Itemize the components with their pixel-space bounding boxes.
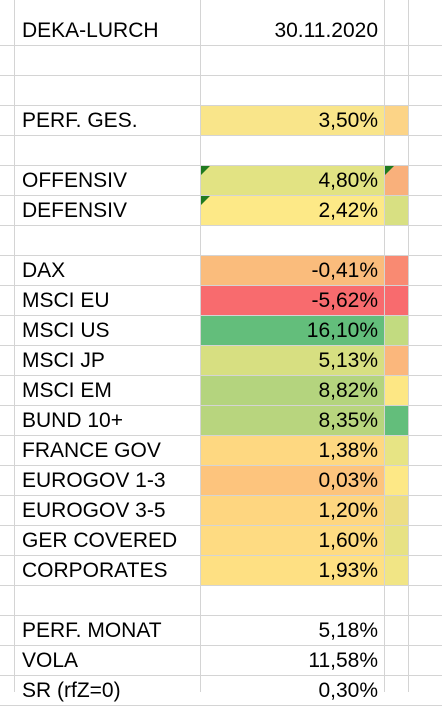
empty-row <box>0 46 442 76</box>
row-value-cell[interactable]: 3,50% <box>201 106 384 135</box>
row-value-cell[interactable] <box>201 46 384 75</box>
grid-line <box>14 0 15 692</box>
row-value-cell[interactable]: 5,13% <box>201 346 384 375</box>
row-side-cell[interactable] <box>385 256 408 285</box>
comment-indicator-icon <box>201 196 210 205</box>
row-label-cell[interactable]: PERF. GES. <box>22 109 138 132</box>
row-value-cell[interactable] <box>201 76 384 105</box>
row-side-cell[interactable] <box>385 436 408 465</box>
row-side-cell[interactable] <box>385 526 408 555</box>
table-row: BUND 10+ 8,35% <box>0 406 442 436</box>
row-side-cell[interactable] <box>385 376 408 405</box>
row-value-cell[interactable]: 16,10% <box>201 316 384 345</box>
row-label-cell[interactable]: DEFENSIV <box>22 199 128 222</box>
date-cell[interactable]: 30.11.2020 <box>274 19 378 42</box>
table-row: VOLA 11,58% <box>0 646 442 676</box>
row-side-cell[interactable] <box>385 586 408 615</box>
row-side-cell[interactable] <box>385 496 408 525</box>
row-label-cell[interactable]: MSCI EM <box>22 379 112 402</box>
table-row: FRANCE GOV 1,38% <box>0 436 442 466</box>
row-side-cell[interactable] <box>385 136 408 165</box>
row-label-cell[interactable] <box>14 586 200 615</box>
row-value-cell[interactable]: 1,93% <box>201 556 384 585</box>
empty-row <box>0 226 442 256</box>
row-value-cell[interactable]: 0,03% <box>201 466 384 495</box>
sheet-name-cell[interactable]: DEKA-LURCH <box>22 19 159 42</box>
row-value-cell[interactable] <box>201 586 384 615</box>
row-side-cell[interactable] <box>385 646 408 675</box>
row-value-cell[interactable]: 1,20% <box>201 496 384 525</box>
row-value-cell[interactable]: 1,60% <box>201 526 384 555</box>
row-value-cell[interactable] <box>201 226 384 255</box>
row-value-cell[interactable] <box>201 136 384 165</box>
row-label-cell[interactable] <box>14 46 200 75</box>
row-side-cell[interactable] <box>385 346 408 375</box>
table-row: MSCI EU -5,62% <box>0 286 442 316</box>
grid-line <box>408 0 409 692</box>
row-value-cell[interactable]: 5,18% <box>318 619 378 642</box>
row-side-cell[interactable] <box>385 46 408 75</box>
row-label-cell[interactable] <box>14 226 200 255</box>
row-side-cell[interactable] <box>385 616 408 645</box>
row-label-cell[interactable]: FRANCE GOV <box>22 439 161 462</box>
row-side-cell[interactable] <box>385 406 408 435</box>
row-label-cell[interactable]: EUROGOV 3-5 <box>22 499 166 522</box>
row-label-cell[interactable]: PERF. MONAT <box>22 619 162 642</box>
row-side-cell[interactable] <box>385 466 408 495</box>
row-label-cell[interactable]: SR (rfZ=0) <box>22 679 121 702</box>
row-side-cell[interactable] <box>385 676 408 705</box>
grid-line <box>384 0 385 692</box>
row-label-cell[interactable]: GER COVERED <box>22 529 178 552</box>
row-value-cell[interactable]: -5,62% <box>201 286 384 315</box>
row-label-cell[interactable]: OFFENSIV <box>22 169 128 192</box>
row-value-cell[interactable]: 0,30% <box>318 679 378 702</box>
row-label-cell[interactable]: MSCI US <box>22 319 110 342</box>
row-label-cell[interactable]: CORPORATES <box>22 559 168 582</box>
table-row: MSCI JP 5,13% <box>0 346 442 376</box>
row-side-cell[interactable] <box>385 76 408 105</box>
row-side-cell[interactable] <box>385 556 408 585</box>
row-side-cell[interactable] <box>385 196 408 225</box>
empty-row <box>0 76 442 106</box>
table-row: EUROGOV 3-5 1,20% <box>0 496 442 526</box>
row-label-cell[interactable]: MSCI EU <box>22 289 110 312</box>
row-label-cell[interactable]: VOLA <box>22 649 79 672</box>
comment-indicator-icon <box>385 166 394 175</box>
row-side-cell[interactable] <box>385 316 408 345</box>
row-side-cell[interactable] <box>385 286 408 315</box>
row-label-cell[interactable]: DAX <box>22 259 66 282</box>
row-value-cell[interactable]: 1,38% <box>201 436 384 465</box>
row-value-cell[interactable]: 4,80% <box>201 166 384 195</box>
grid-line <box>200 0 201 692</box>
row-label-cell[interactable]: BUND 10+ <box>22 409 123 432</box>
row-value-cell[interactable]: -0,41% <box>201 256 384 285</box>
row-value-cell[interactable]: 2,42% <box>201 196 384 225</box>
row-label-cell[interactable] <box>14 136 200 165</box>
table-row: SR (rfZ=0) 0,30% <box>0 676 442 706</box>
table-row: GER COVERED 1,60% <box>0 526 442 556</box>
row-label-cell[interactable] <box>14 76 200 105</box>
row-value-cell[interactable]: 8,35% <box>201 406 384 435</box>
table-row: DAX -0,41% <box>0 256 442 286</box>
table-row: DEFENSIV 2,42% <box>0 196 442 226</box>
comment-indicator-icon <box>201 166 210 175</box>
row-value-cell[interactable]: 11,58% <box>308 649 378 672</box>
row-side-cell[interactable] <box>385 226 408 255</box>
table-row: MSCI EM 8,82% <box>0 376 442 406</box>
table-row: OFFENSIV 4,80% <box>0 166 442 196</box>
table-row: MSCI US 16,10% <box>0 316 442 346</box>
header-row: DEKA-LURCH 30.11.2020 <box>0 16 442 46</box>
row-label-cell[interactable]: MSCI JP <box>22 349 105 372</box>
table-row: PERF. GES. 3,50% <box>0 106 442 136</box>
empty-row <box>0 586 442 616</box>
row-side-cell[interactable] <box>385 106 408 135</box>
table-row: PERF. MONAT 5,18% <box>0 616 442 646</box>
row-label-cell[interactable]: EUROGOV 1-3 <box>22 469 166 492</box>
table-row: CORPORATES 1,93% <box>0 556 442 586</box>
row-value-cell[interactable]: 8,82% <box>201 376 384 405</box>
empty-row <box>0 136 442 166</box>
table-row: EUROGOV 1-3 0,03% <box>0 466 442 496</box>
